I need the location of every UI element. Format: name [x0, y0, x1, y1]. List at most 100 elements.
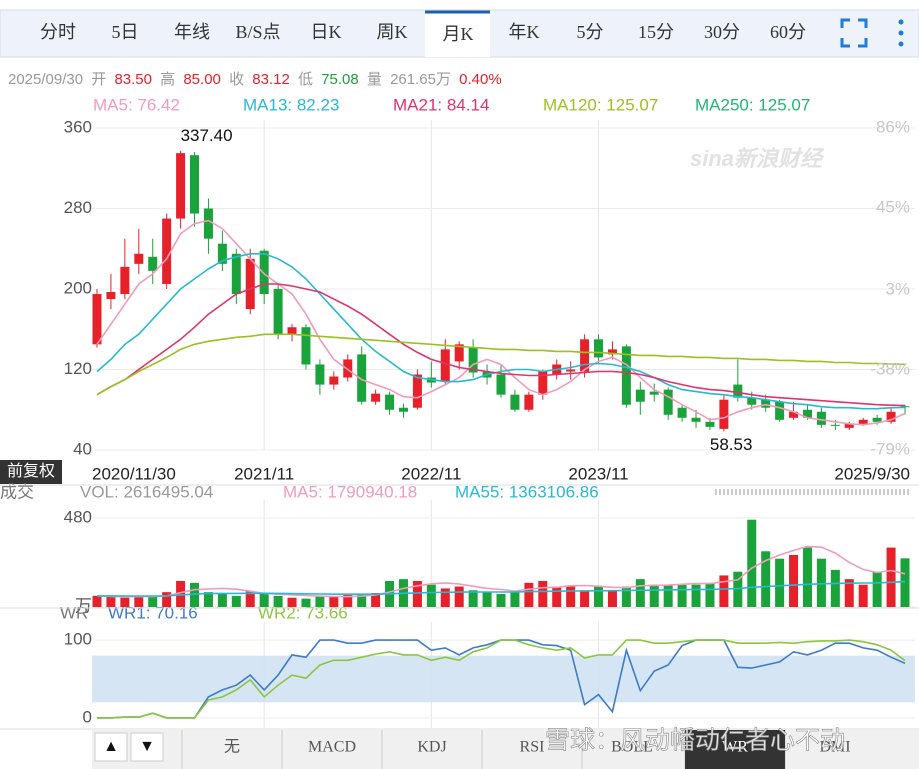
volume-bar — [92, 595, 102, 607]
tab[interactable]: 年K — [509, 22, 540, 42]
candle-body — [385, 394, 395, 410]
high: 85.00 — [183, 71, 221, 88]
down-button[interactable] — [130, 732, 164, 762]
legend-entry: MA5: 1790940.18 — [283, 482, 417, 501]
tab[interactable]: 5分 — [577, 22, 604, 42]
volume-bar — [607, 590, 617, 607]
x-tick-label: 2025/9/30 — [834, 464, 910, 483]
indicator-tab[interactable]: BOLL — [611, 739, 653, 756]
volume-bar — [552, 586, 562, 607]
volume-bar — [148, 596, 158, 607]
tab[interactable]: 周K — [377, 22, 408, 42]
x-tick-label: 2023/11 — [568, 464, 628, 483]
volume-bar — [844, 579, 854, 607]
tab[interactable]: 分时 — [40, 22, 76, 42]
panel-label: WR — [60, 603, 88, 622]
y2-tick-label: -38% — [870, 359, 910, 378]
candle-body — [329, 376, 339, 385]
volume-bar — [301, 598, 311, 607]
volume-bar — [287, 597, 297, 607]
volume-bar — [482, 592, 492, 607]
adjust-label[interactable]: 前复权 — [7, 462, 55, 480]
candle-body — [162, 218, 172, 284]
candle-body — [245, 258, 255, 310]
tab[interactable]: 15分 — [638, 22, 674, 42]
candle-body — [148, 256, 158, 271]
more-icon[interactable] — [898, 19, 904, 47]
volume-bar — [747, 519, 757, 607]
volume-bar — [649, 584, 659, 607]
series-line — [97, 639, 906, 719]
volume-bar — [538, 580, 548, 607]
y-tick-label: 120 — [64, 359, 92, 378]
indicator-tab[interactable]: MACD — [308, 739, 356, 756]
candle-body — [705, 421, 715, 427]
candle-body — [635, 389, 645, 402]
candle-body — [802, 409, 812, 418]
active-indicator-tab — [685, 730, 785, 769]
volume-bar — [343, 593, 353, 607]
candle-body — [412, 374, 422, 408]
candle-body — [872, 417, 882, 422]
volume-bar — [524, 582, 534, 607]
volume-bar — [468, 590, 478, 607]
volume-bar — [357, 594, 367, 607]
candle-body — [789, 411, 799, 418]
low: 75.08 — [321, 71, 359, 88]
label: 开 — [91, 71, 106, 88]
y-tick-label: 0 — [83, 707, 92, 726]
volume-bar — [454, 586, 464, 607]
candle-body — [691, 417, 701, 422]
tab[interactable]: 年线 — [174, 22, 210, 42]
series-line — [96, 253, 906, 410]
fullscreen-icon[interactable] — [840, 18, 868, 48]
legend-entry: MA13: 82.23 — [243, 95, 339, 114]
active-tab-bg — [425, 11, 490, 57]
candle-body — [510, 394, 520, 410]
y2-tick-label: 45% — [876, 197, 910, 216]
volume-bar — [203, 592, 213, 607]
candle-body — [677, 407, 687, 418]
series-line — [96, 219, 906, 426]
indicator-tab[interactable]: KDJ — [417, 739, 446, 756]
high-label: 337.40 — [181, 126, 233, 145]
y-tick-label: 100 — [64, 630, 92, 649]
y2-tick-label: 3% — [885, 279, 910, 298]
indicator-tab[interactable]: WR — [722, 739, 748, 756]
candle-body — [663, 389, 673, 415]
x-tick-label: 2021/11 — [234, 464, 294, 483]
candle-body — [190, 155, 200, 214]
candle-body — [496, 374, 506, 395]
volume-bar — [594, 586, 604, 607]
indicator-tab[interactable]: RSI — [520, 739, 545, 756]
indicator-tab[interactable]: 无 — [224, 739, 240, 756]
candle-body — [621, 346, 631, 405]
quote-info: 2025/09/30 开 83.50 高 85.00 收 83.12 低 75.… — [8, 71, 502, 88]
volume-bar — [900, 558, 910, 607]
overlay-watermark: 雪球：风动幡动仁者心不动 — [545, 727, 845, 755]
candle-body — [176, 153, 186, 219]
tab[interactable]: 30分 — [704, 22, 740, 42]
candle-body — [775, 401, 785, 420]
plot-area: 40 120 200 280 360 337.40 58.53 86% 45% 3% -38% -79… — [0, 95, 919, 730]
indicator-tab[interactable]: DMI — [819, 739, 850, 756]
label: 收 — [229, 71, 244, 88]
open: 83.50 — [114, 71, 152, 88]
tab[interactable]: 5日 — [112, 22, 139, 42]
candle-body — [454, 344, 464, 362]
y-tick-label: 480 — [64, 507, 92, 526]
tab[interactable]: B/S点 — [235, 22, 280, 42]
volume-bar — [566, 586, 576, 607]
up-arrow[interactable]: ▲ — [103, 738, 119, 755]
tab[interactable]: 60分 — [770, 22, 806, 42]
adjust-badge[interactable] — [0, 460, 62, 484]
volume-bar — [621, 586, 631, 607]
volume-bar — [886, 547, 896, 607]
y-tick-label: 280 — [64, 198, 92, 217]
legend-entry: MA250: 125.07 — [695, 95, 810, 114]
tab[interactable]: 月K — [443, 24, 474, 44]
candle-body — [357, 354, 367, 402]
up-button[interactable] — [94, 732, 128, 762]
tab[interactable]: 日K — [311, 22, 342, 42]
down-arrow[interactable]: ▼ — [139, 738, 155, 755]
